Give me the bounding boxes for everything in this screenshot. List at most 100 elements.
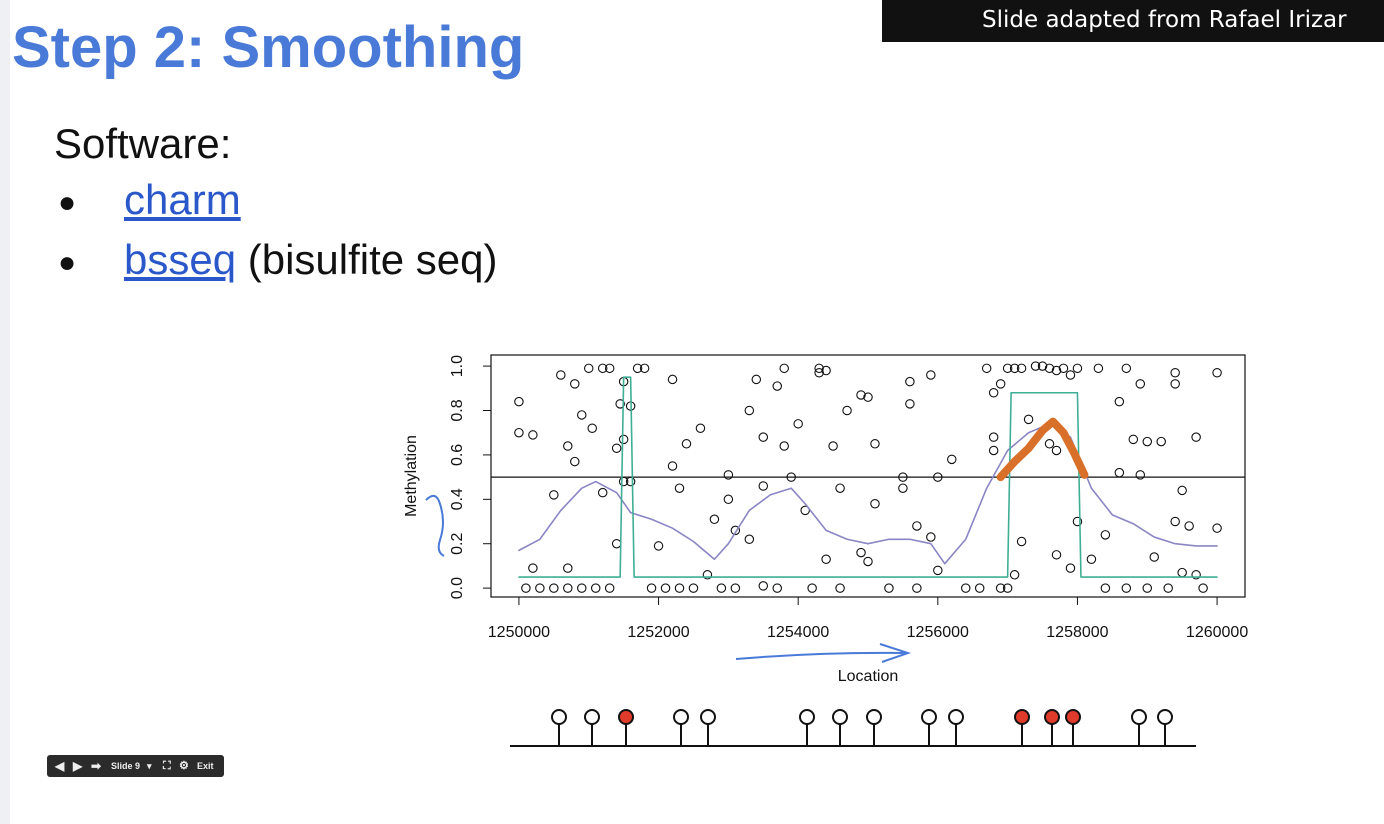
data-point <box>786 472 796 482</box>
data-point <box>1002 583 1013 593</box>
data-point <box>583 363 594 374</box>
data-point <box>1002 363 1013 374</box>
settings-button[interactable]: ⚙ <box>179 760 189 772</box>
data-point <box>744 405 755 416</box>
data-point <box>751 374 762 385</box>
y-tick-label: 0.0 <box>449 577 466 599</box>
data-point <box>828 441 838 451</box>
data-point <box>1212 368 1222 378</box>
data-point <box>1065 563 1076 573</box>
data-point <box>988 387 999 398</box>
data-point <box>793 419 803 429</box>
data-point <box>1156 436 1166 447</box>
data-point <box>988 432 999 442</box>
data-point <box>821 554 831 565</box>
slide-subtitle: Software: <box>54 120 232 167</box>
data-point <box>577 583 587 593</box>
data-point <box>1170 368 1180 378</box>
bullet-text: (bisulfite seq) <box>236 236 498 283</box>
annotation-scribble <box>425 494 445 557</box>
cpg-site <box>673 709 689 725</box>
cpg-site-methylated <box>1065 709 1081 725</box>
fullscreen-button[interactable]: ⛶ <box>163 760 171 772</box>
data-point <box>995 379 1006 389</box>
data-point <box>549 583 559 593</box>
cpg-site <box>948 709 964 725</box>
cpg-site <box>832 709 848 725</box>
bullet: ● bsseq (bisulfite seq) <box>58 236 498 283</box>
data-point <box>563 563 573 573</box>
data-point <box>758 481 769 491</box>
data-point <box>758 432 769 442</box>
data-point <box>744 534 755 545</box>
exit-button[interactable]: Exit <box>197 761 214 771</box>
data-point <box>514 396 524 407</box>
data-point <box>570 456 580 467</box>
data-point <box>695 423 706 434</box>
slide-selector[interactable]: Slide 9 <box>111 761 141 771</box>
side-strip <box>0 0 10 824</box>
slide-dropdown[interactable]: ▾ <box>147 761 152 771</box>
data-point <box>646 583 657 593</box>
data-point <box>514 427 524 438</box>
smooth-line <box>518 376 1218 578</box>
x-tick-label: 1252000 <box>627 624 689 641</box>
data-point <box>570 379 580 389</box>
y-tick-label: 0.4 <box>449 488 466 510</box>
link[interactable]: bsseq <box>124 236 237 283</box>
data-point <box>884 583 894 593</box>
cpg-site <box>921 709 937 725</box>
data-point <box>639 363 650 374</box>
x-tick-label: 1250000 <box>488 624 550 641</box>
data-point <box>723 494 734 505</box>
data-point <box>926 532 936 542</box>
data-point <box>995 583 1006 593</box>
data-point <box>1072 363 1083 374</box>
data-point <box>535 583 545 593</box>
data-point <box>597 363 608 374</box>
data-point <box>779 441 789 451</box>
prev-button[interactable]: ◀ <box>55 759 65 773</box>
data-point <box>960 583 971 593</box>
cpg-site <box>551 709 567 725</box>
data-point <box>709 514 720 525</box>
data-point <box>556 370 566 380</box>
cpg-site <box>799 709 815 725</box>
data-point <box>604 583 615 593</box>
data-point <box>821 365 831 376</box>
data-point <box>863 392 873 402</box>
cpg-site-methylated <box>1044 709 1060 725</box>
link[interactable]: charm <box>124 176 241 223</box>
cpg-site-methylated <box>1014 709 1030 725</box>
data-point <box>660 583 671 593</box>
data-point <box>1086 554 1097 565</box>
data-point <box>521 583 531 593</box>
data-point <box>1114 467 1125 478</box>
data-point <box>1191 570 1201 580</box>
cpg-site <box>584 709 600 725</box>
data-point <box>1023 414 1034 425</box>
next-button[interactable]: ➡ <box>91 759 102 773</box>
data-point <box>1051 365 1062 376</box>
data-point <box>587 423 597 434</box>
data-point <box>688 583 699 593</box>
x-axis-label: Location <box>838 668 899 685</box>
y-tick-label: 0.2 <box>449 532 466 554</box>
data-point <box>926 370 936 380</box>
data-point <box>528 430 538 440</box>
data-point <box>604 363 615 374</box>
data-point <box>981 363 992 374</box>
data-point <box>1009 570 1020 580</box>
cpg-site <box>700 709 716 725</box>
cpg-site <box>866 709 882 725</box>
data-point <box>1212 523 1222 533</box>
data-point <box>1128 434 1139 445</box>
data-point <box>1114 396 1125 407</box>
plot-frame <box>490 354 1246 598</box>
x-tick-label: 1260000 <box>1186 624 1248 641</box>
data-point <box>1163 583 1173 593</box>
cpg-sites <box>551 709 1173 746</box>
data-point <box>933 472 943 482</box>
play-button[interactable]: ▶ <box>73 759 83 773</box>
